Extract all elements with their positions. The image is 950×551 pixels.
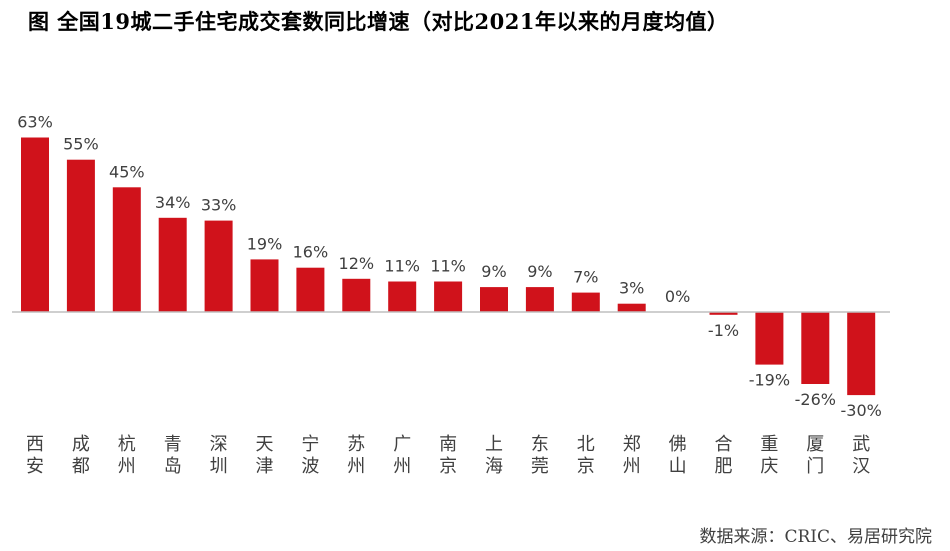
bar-value-label: 7% (573, 268, 598, 287)
category-label: 圳 (210, 456, 228, 477)
source-note: 数据来源：CRIC、易居研究院 (699, 527, 932, 547)
category-label: 京 (577, 456, 595, 477)
category-label: 庆 (760, 456, 778, 477)
bar (296, 267, 325, 312)
category-label: 安 (26, 456, 44, 477)
category-label: 南 (439, 434, 457, 455)
category-label: 津 (256, 456, 274, 477)
bar-value-label: 3% (619, 279, 644, 298)
bar-value-label: 19% (247, 234, 283, 253)
bars-group (21, 137, 876, 396)
bar (21, 137, 49, 312)
bar-value-label: 63% (17, 113, 53, 132)
bar (342, 278, 371, 312)
chart-title: 图 全国19城二手住宅成交套数同比增速（对比2021年以来的月度均值） (28, 9, 729, 34)
category-label: 成 (72, 434, 90, 455)
category-label: 天 (256, 434, 274, 455)
category-label: 宁 (301, 434, 319, 455)
bar (525, 287, 554, 312)
category-label: 合 (715, 434, 733, 455)
category-label: 汉 (852, 456, 870, 477)
category-label: 东 (531, 434, 549, 455)
bar (801, 312, 830, 384)
bar-value-label: -19% (749, 371, 790, 390)
bar (480, 287, 508, 312)
category-label: 重 (760, 434, 778, 455)
category-label: 海 (485, 456, 503, 477)
category-label: 青 (164, 434, 182, 455)
bar (755, 312, 784, 365)
category-label: 佛 (669, 434, 687, 455)
bar-value-label: 11% (384, 257, 420, 276)
bar-value-label: 9% (481, 262, 506, 281)
category-label: 莞 (531, 456, 549, 477)
category-label: 都 (72, 456, 90, 477)
bar-value-label: -30% (841, 401, 882, 420)
category-label: 门 (806, 456, 824, 477)
bar (66, 159, 95, 312)
category-label: 州 (623, 456, 641, 477)
bar-value-label: -1% (708, 321, 739, 340)
bar (617, 303, 646, 312)
category-label: 肥 (715, 456, 733, 477)
bar-value-label: -26% (795, 390, 836, 409)
bar (388, 281, 417, 312)
category-label: 州 (347, 456, 365, 477)
category-label: 杭 (118, 434, 136, 455)
bar-value-label: 16% (293, 243, 329, 262)
bar (571, 292, 600, 312)
bar (709, 312, 738, 315)
category-label: 州 (118, 456, 136, 477)
bar (250, 259, 279, 312)
category-label: 西 (26, 434, 44, 455)
category-label: 北 (577, 434, 595, 455)
bar-value-label: 33% (201, 196, 237, 215)
bar-value-label: 11% (430, 257, 466, 276)
category-label: 山 (669, 456, 687, 477)
bar-value-label: 12% (339, 254, 375, 273)
category-label: 厦 (806, 434, 824, 455)
category-label: 深 (210, 434, 228, 455)
bar-value-label: 55% (63, 135, 99, 154)
bar (112, 187, 141, 312)
bar-value-label: 0% (665, 287, 690, 306)
bar (847, 312, 876, 396)
category-label: 武 (852, 434, 870, 455)
category-label: 上 (485, 434, 503, 455)
category-label: 波 (301, 456, 319, 477)
category-label: 岛 (164, 456, 182, 477)
bar (434, 281, 463, 312)
category-label: 州 (393, 456, 411, 477)
bar-value-label: 45% (109, 162, 145, 181)
category-label: 郑 (623, 434, 641, 455)
bar-value-label: 34% (155, 193, 191, 212)
bar (158, 217, 187, 312)
category-label: 京 (439, 456, 457, 477)
bar-value-label: 9% (527, 262, 552, 281)
category-label: 苏 (347, 434, 365, 455)
category-label: 广 (393, 434, 411, 455)
value-labels-group: 63% 55% 45% 34% 33% 19% 16% 12% 11% 11% 9% 9% 7% 3% 0%… (17, 113, 882, 421)
bar (204, 220, 233, 312)
